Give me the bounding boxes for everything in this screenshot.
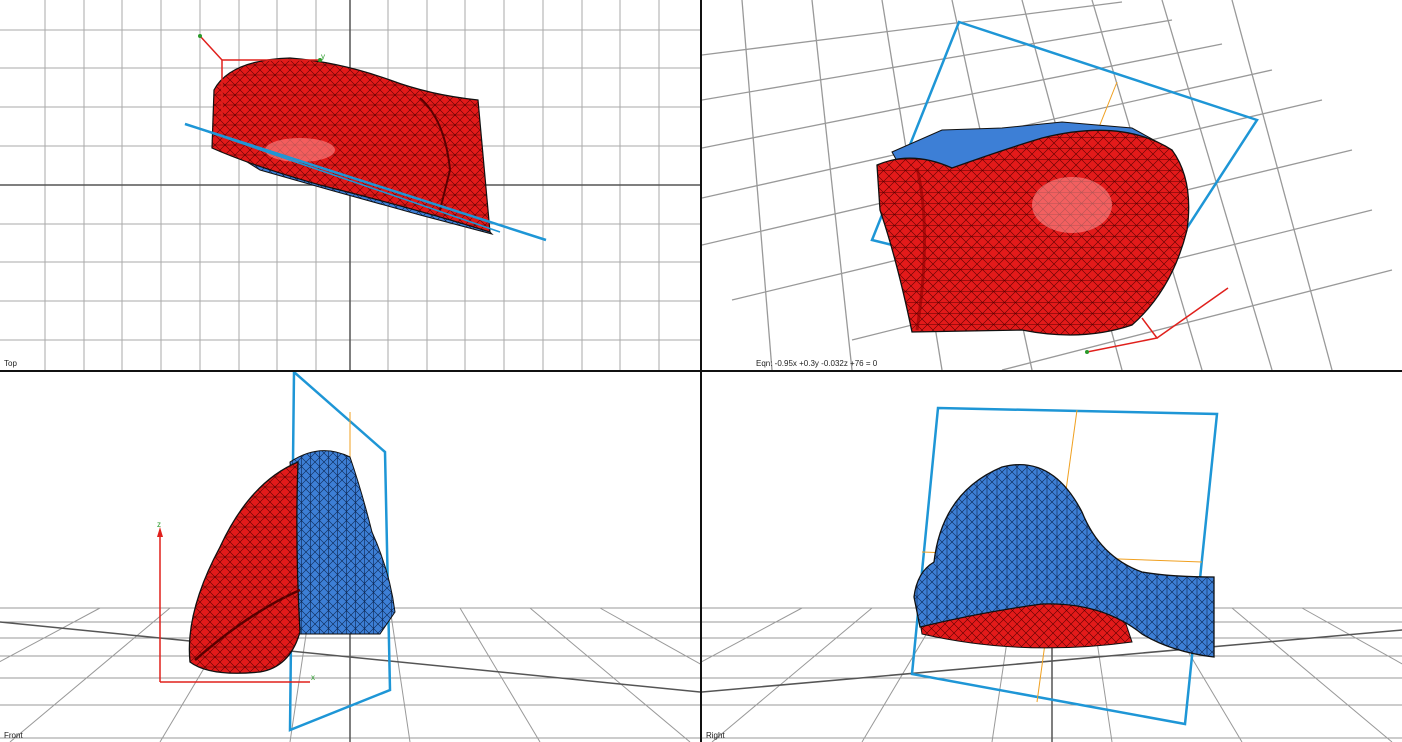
mesh-body: [876, 129, 1190, 336]
plane-equation: Eqn: -0.95x +0.3y -0.032z +76 = 0: [756, 359, 878, 368]
viewport-perspective[interactable]: Eqn: -0.95x +0.3y -0.032z +76 = 0: [702, 0, 1402, 370]
axis-label-z: z: [157, 520, 161, 529]
viewport-right-canvas[interactable]: [702, 372, 1402, 742]
viewport-front[interactable]: z x Front: [0, 372, 700, 742]
mesh-body: [188, 461, 301, 674]
mesh-body: [211, 57, 491, 233]
mesh-cut-surface: [289, 450, 396, 635]
axis-gizmo-icon: [199, 35, 320, 120]
axis-label-y: y: [321, 52, 325, 61]
axis-label-x: x: [311, 673, 315, 682]
viewport-label: Front: [4, 731, 23, 740]
axis-gizmo-icon: [159, 532, 310, 683]
horizontal-divider[interactable]: [0, 370, 1402, 372]
viewport-right[interactable]: Right: [702, 372, 1402, 742]
viewport-front-canvas[interactable]: [0, 372, 700, 742]
viewport-top[interactable]: Top y: [0, 0, 700, 370]
viewport-label: Top: [4, 359, 17, 368]
mesh-cut-surface: [913, 463, 1215, 658]
viewport-top-canvas[interactable]: [0, 0, 700, 370]
section-plane-edge: [184, 122, 547, 242]
axis-gizmo-icon: [1086, 287, 1229, 353]
viewport-label: Right: [706, 731, 725, 740]
viewport-perspective-canvas[interactable]: [702, 0, 1402, 370]
